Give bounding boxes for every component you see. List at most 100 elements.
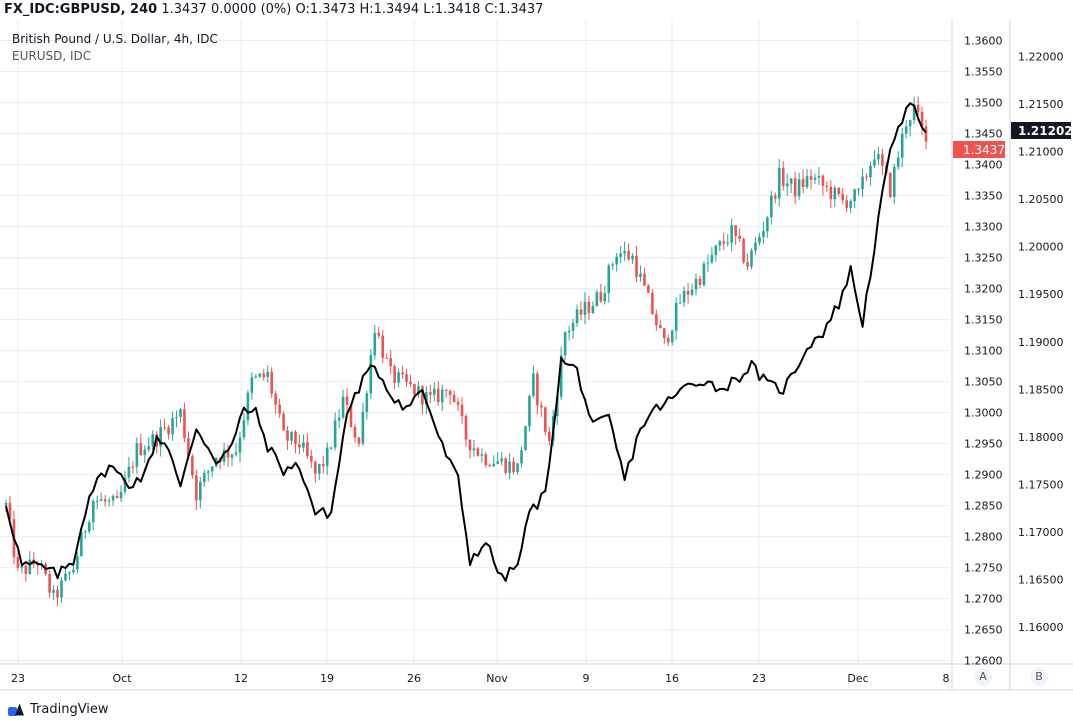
candle-body [306,442,309,456]
candle-body [325,447,329,467]
candle-body [468,439,472,451]
eurusd-line [5,102,927,582]
candle-body [456,402,460,405]
candle-body [4,502,8,506]
candle-body [139,443,143,456]
candle-body [877,154,880,160]
candle-body [448,390,452,395]
candle-body [115,496,119,499]
candle-body [310,455,313,462]
candle-body [452,394,456,403]
gbpusd-tick-label: 1.3450 [964,128,1003,141]
candle-body [666,338,670,343]
candle-body [187,438,190,457]
eurusd-axis-labels: 1.22000 1.21500 1.21000 1.20500 1.20000 1.195… [1018,50,1064,634]
eurusd-tick-label: 1.21000 [1018,146,1064,159]
candle-body [16,557,20,568]
symbol-name[interactable]: FX_IDC:GBPUSD, 240 [4,2,158,17]
gbpusd-tick-label: 1.3500 [964,97,1003,110]
candle-body [678,302,682,304]
candle-body [202,472,206,483]
time-tick-label: 9 [583,672,590,685]
candle-body [278,404,281,414]
candle-body [571,322,575,331]
candle-body [817,175,821,178]
candle-body [460,404,464,417]
candle-body [865,176,868,178]
candle-body [722,241,726,244]
compare-scale-button[interactable]: B [1030,668,1048,686]
candle-body [912,104,916,121]
eurusd-series-line [5,102,927,582]
candle-body [80,532,83,557]
main-series-legend[interactable]: British Pound / U.S. Dollar, 4h, IDC [12,32,218,46]
grid-lines [0,20,950,664]
candle-body [623,250,626,254]
candle-body [48,574,51,593]
candle-body [123,477,127,492]
gbpusd-tick-label: 1.3100 [964,345,1003,358]
candle-body [99,499,103,501]
candle-body [789,178,793,184]
candle-body [361,411,365,444]
candle-body [639,273,642,278]
candle-body [662,328,666,339]
eurusd-tick-label: 1.19500 [1018,288,1064,301]
candle-body [841,194,845,201]
candle-body [20,565,24,568]
candle-body [76,556,79,570]
candle-body [635,255,638,278]
eurusd-last-value: 1.21202 [1018,124,1073,138]
time-tick-label: 12 [234,672,248,685]
gbpusd-candles [4,96,928,607]
time-tick-label: Oct [112,672,132,685]
candle-body [425,392,428,405]
candle-body [892,166,896,198]
candle-body [381,335,385,358]
candle-body [559,355,563,397]
candle-body [686,290,690,295]
candle-body [547,431,551,441]
candle-body [619,253,622,257]
time-tick-label: 8 [943,672,950,685]
candle-body [659,325,662,329]
candle-body [869,165,872,178]
candle-body [337,417,341,421]
candle-body [127,466,131,478]
tradingview-footer[interactable]: TradingView [8,702,109,717]
time-tick-label: 16 [665,672,679,685]
candle-body [837,187,841,195]
time-axis-labels: 23 Oct 12 19 26 Nov 9 16 23 Dec 8 [11,672,950,685]
candle-body [706,262,710,264]
candle-body [500,458,503,462]
candle-body [266,371,270,378]
candle-body [825,185,829,187]
candle-body [524,426,527,451]
candle-body [393,366,396,383]
auto-scale-button[interactable]: A [974,668,992,686]
candle-body [730,225,733,243]
candle-body [302,442,305,448]
candle-body [643,273,646,286]
compare-series-legend[interactable]: EURUSD, IDC [12,49,92,63]
candle-body [413,384,416,395]
candle-body [409,381,412,385]
gbpusd-last-value: 1.3437 [963,143,1005,157]
gbpusd-tick-label: 1.3150 [964,314,1003,327]
candle-body [781,167,785,187]
candle-body [762,231,765,237]
candle-body [84,531,87,533]
candle-body [440,389,444,403]
candle-body [234,452,238,455]
candle-body [230,454,234,458]
eurusd-tick-label: 1.17500 [1018,478,1064,491]
candle-body [238,437,242,453]
candle-body [793,178,797,197]
candle-body [246,392,250,421]
gbpusd-tick-label: 1.3350 [964,190,1003,203]
candle-body [472,448,476,451]
candle-body [417,386,420,395]
candle-body [143,449,147,456]
